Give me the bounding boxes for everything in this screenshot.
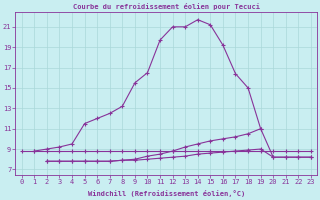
Title: Courbe du refroidissement éolien pour Tecuci: Courbe du refroidissement éolien pour Te…: [73, 3, 260, 10]
X-axis label: Windchill (Refroidissement éolien,°C): Windchill (Refroidissement éolien,°C): [88, 190, 245, 197]
